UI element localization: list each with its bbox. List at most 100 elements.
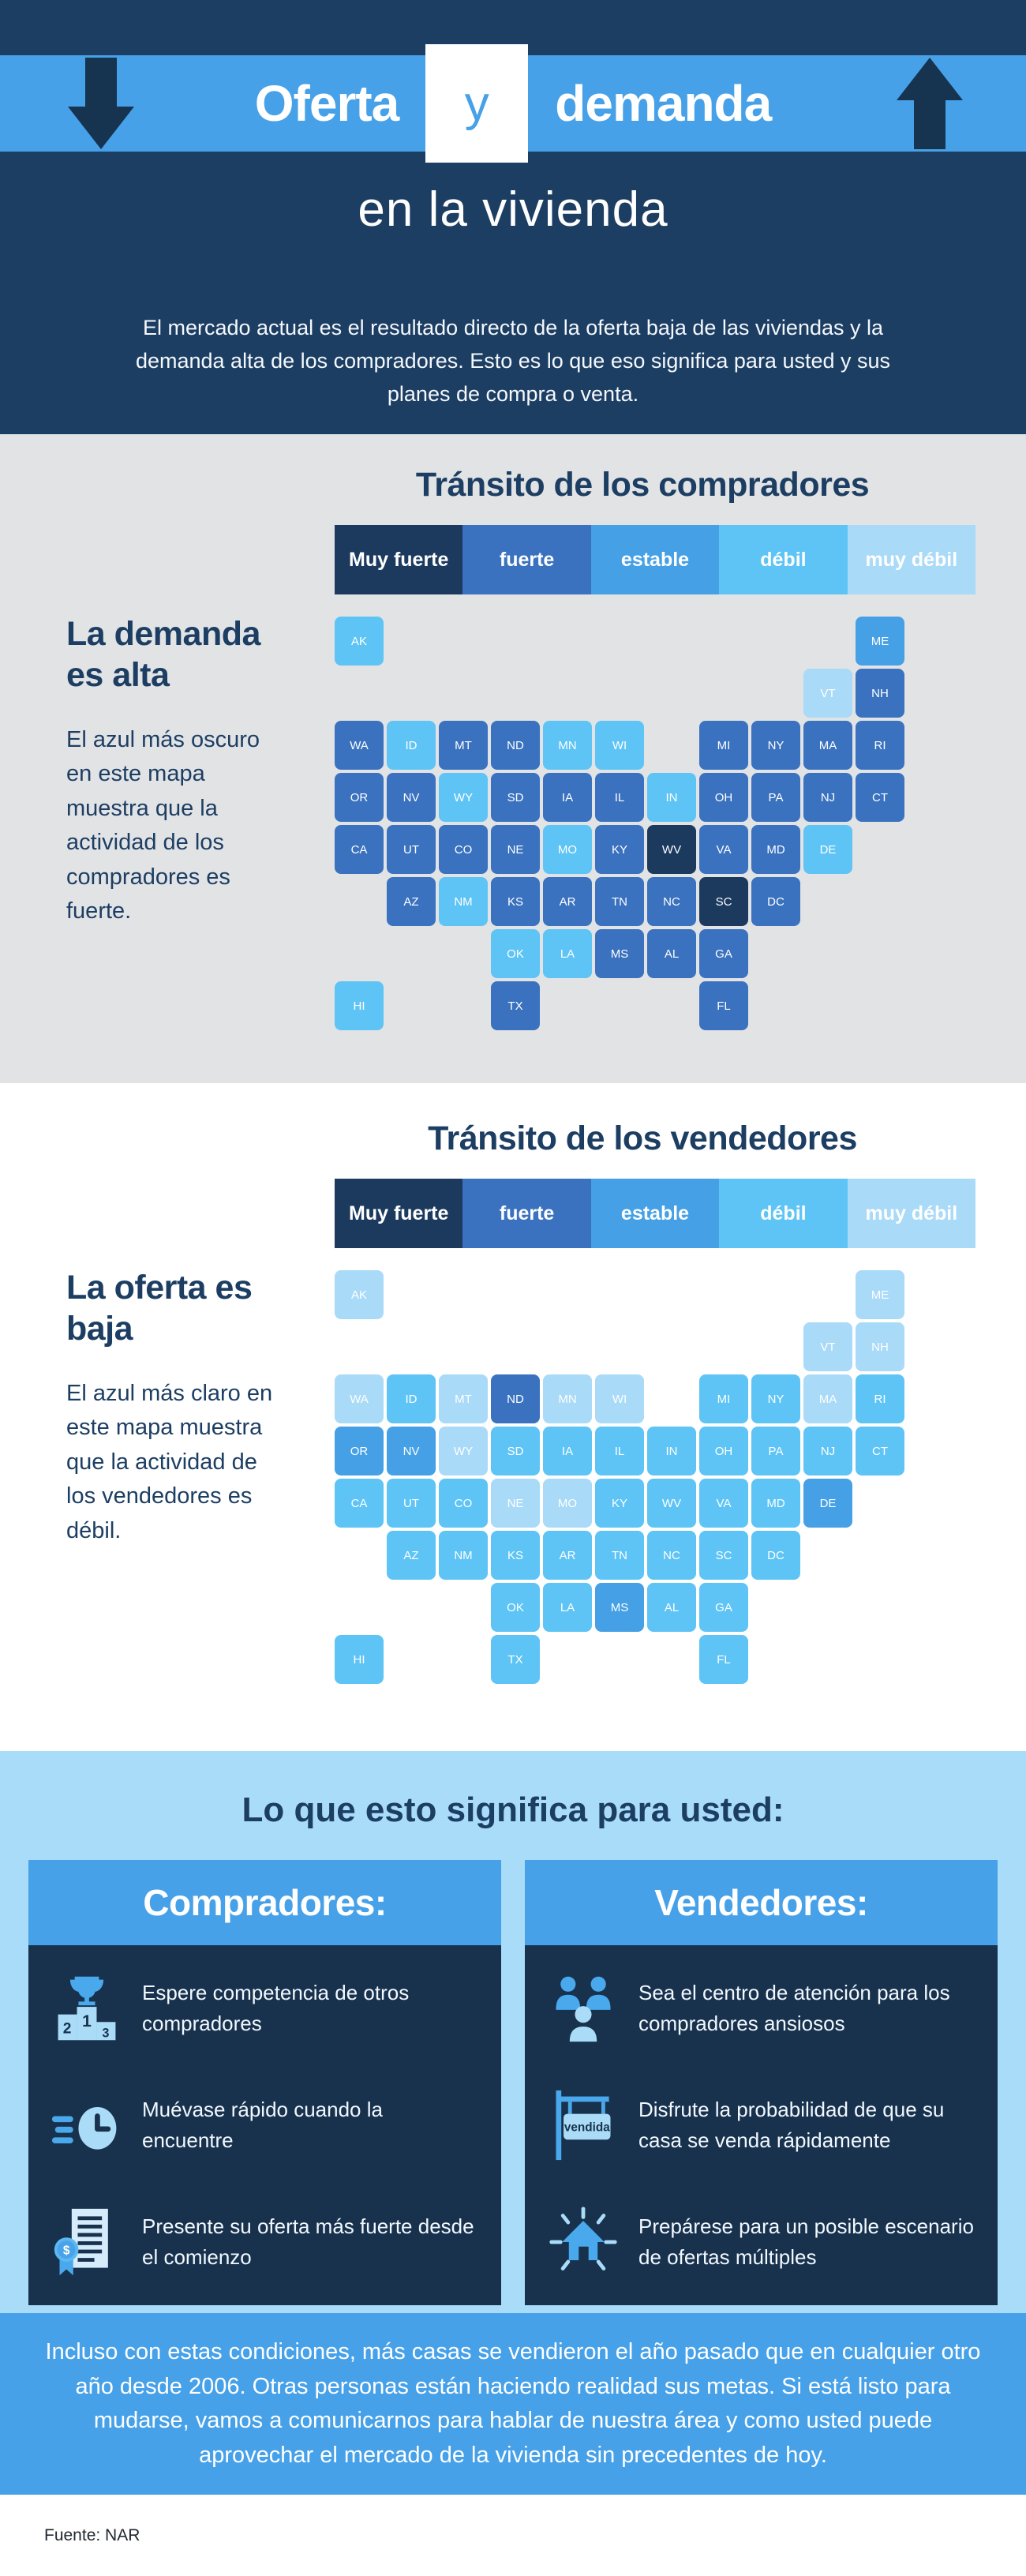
state-TX: TX — [491, 981, 540, 1030]
demand-heading: La demanda es alta — [66, 615, 260, 695]
sellers-card-body: Sea el centro de atención para los compr… — [525, 1945, 998, 2305]
card-item-text: Presente su oferta más fuerte desde el c… — [142, 2214, 474, 2269]
state-label: IN — [665, 1444, 678, 1458]
up-arrow-icon — [897, 58, 963, 149]
state-label: NE — [507, 842, 524, 857]
traffic-legend-buyers: Muy fuerte fuerte estable débil muy débil — [335, 525, 976, 594]
state-PA: PA — [751, 773, 800, 822]
state-label: WV — [661, 842, 682, 857]
state-label: ID — [405, 1392, 418, 1406]
state-label: ID — [405, 738, 418, 752]
footer: Incluso con estas condiciones, más casas… — [0, 2313, 1026, 2576]
state-VA: VA — [699, 1479, 748, 1528]
state-label: CA — [350, 1496, 368, 1510]
state-label: MA — [818, 1392, 837, 1406]
buyers-card-heading: Compradores: — [28, 1860, 501, 1945]
buyers-card: Compradores: 2 1 3 Espere competencia de ot… — [28, 1860, 501, 2305]
state-label: NM — [454, 894, 473, 909]
state-label: SC — [715, 1548, 732, 1562]
state-label: MO — [557, 1496, 578, 1510]
state-label: AR — [559, 894, 576, 909]
title-word-oferta: Oferta — [254, 75, 399, 132]
state-VT: VT — [803, 669, 852, 718]
state-label: MD — [766, 1496, 785, 1510]
state-KY: KY — [595, 825, 644, 874]
sellers-map-title: Tránsito de los vendedores — [428, 1119, 857, 1157]
state-NJ: NJ — [803, 773, 852, 822]
state-NV: NV — [387, 1427, 436, 1475]
state-label: AL — [664, 1600, 680, 1614]
sellers-card: Vendedores: Sea el centro de atención pa… — [525, 1860, 998, 2305]
card-item-text: Espere competencia de otros compradores — [142, 1981, 410, 2035]
state-label: IL — [614, 790, 625, 804]
state-label: KS — [507, 1548, 523, 1562]
state-AR: AR — [543, 1531, 592, 1580]
state-label: AK — [350, 1288, 367, 1302]
state-label: SC — [715, 894, 732, 909]
state-HI: HI — [335, 981, 384, 1030]
state-ND: ND — [491, 1374, 540, 1423]
state-label: NY — [767, 738, 784, 752]
title-conjunction-box: y — [425, 44, 529, 163]
legend-cell-estable: estable — [590, 525, 720, 594]
state-NV: NV — [387, 773, 436, 822]
state-MA: MA — [803, 721, 852, 770]
state-ID: ID — [387, 1374, 436, 1423]
state-label: WV — [661, 1496, 682, 1510]
state-label: OH — [714, 1444, 733, 1458]
state-label: GA — [715, 947, 732, 961]
state-label: PA — [768, 1444, 784, 1458]
state-label: DC — [767, 894, 784, 909]
state-PA: PA — [751, 1427, 800, 1475]
legend-label: Muy fuerte — [349, 1202, 449, 1224]
state-label: NJ — [820, 1444, 836, 1458]
state-label: NV — [403, 790, 420, 804]
card-item: vendida Disfrute la probabilidad de que s… — [547, 2089, 975, 2162]
state-WY: WY — [439, 773, 488, 822]
state-label: WA — [350, 1392, 369, 1406]
source-note: Fuente: NAR — [44, 2526, 140, 2544]
state-CO: CO — [439, 825, 488, 874]
state-WA: WA — [335, 721, 384, 770]
state-label: CA — [350, 842, 368, 857]
state-SC: SC — [699, 877, 748, 926]
state-TN: TN — [595, 877, 644, 926]
state-DC: DC — [751, 1531, 800, 1580]
state-label: MO — [557, 842, 578, 857]
state-label: WY — [453, 1444, 474, 1458]
state-IL: IL — [595, 1427, 644, 1475]
legend-cell-debil: débil — [719, 1179, 848, 1248]
state-OH: OH — [699, 1427, 748, 1475]
subtitle: en la vivienda — [358, 182, 668, 237]
state-WY: WY — [439, 1427, 488, 1475]
state-label: MN — [558, 738, 577, 752]
state-AZ: AZ — [387, 1531, 436, 1580]
state-label: KY — [611, 842, 627, 857]
legend-cell-muy_debil: muy débil — [847, 525, 976, 594]
card-item-text: Sea el centro de atención para los compr… — [638, 1981, 950, 2035]
state-VT: VT — [803, 1322, 852, 1371]
state-label: VT — [820, 686, 836, 700]
state-label: TN — [612, 894, 627, 909]
state-label: UT — [403, 842, 419, 857]
state-DE: DE — [803, 825, 852, 874]
state-label: TN — [612, 1548, 627, 1562]
state-label: VT — [820, 1340, 836, 1354]
legend-cell-fuerte: fuerte — [462, 525, 591, 594]
state-MO: MO — [543, 1479, 592, 1528]
state-NM: NM — [439, 1531, 488, 1580]
state-NY: NY — [751, 721, 800, 770]
state-TX: TX — [491, 1635, 540, 1684]
state-MN: MN — [543, 1374, 592, 1423]
state-label: MT — [455, 1392, 472, 1406]
state-NH: NH — [856, 1322, 904, 1371]
state-NE: NE — [491, 1479, 540, 1528]
legend-label: fuerte — [499, 549, 555, 571]
state-label: FL — [717, 999, 731, 1013]
state-label: KS — [507, 894, 523, 909]
title-word-demanda: demanda — [555, 75, 772, 132]
card-item: 2 1 3 Espere competencia de otros comprador… — [51, 1972, 479, 2045]
legend-cell-debil: débil — [719, 525, 848, 594]
state-DE: DE — [803, 1479, 852, 1528]
state-HI: HI — [335, 1635, 384, 1684]
